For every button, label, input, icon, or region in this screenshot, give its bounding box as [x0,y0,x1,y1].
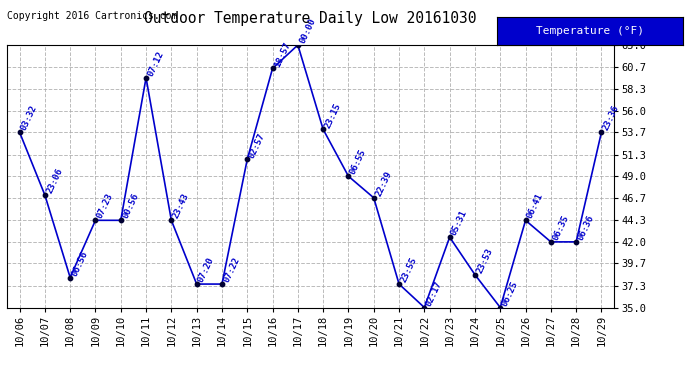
Point [495,304,506,310]
Text: 05:31: 05:31 [450,209,469,237]
Text: 06:56: 06:56 [70,249,90,278]
Point [65,274,76,280]
Text: 02:57: 02:57 [247,131,267,159]
Text: 07:23: 07:23 [95,192,115,220]
Point [393,281,404,287]
Point [545,239,556,245]
Text: 07:12: 07:12 [146,50,166,78]
Point [141,75,152,81]
Point [368,195,380,201]
Point [571,239,582,245]
Point [39,192,50,198]
Point [520,217,531,223]
Text: 22:39: 22:39 [374,170,393,198]
Text: 00:00: 00:00 [298,17,317,45]
Point [217,281,228,287]
Point [90,217,101,223]
Point [419,304,430,310]
Text: 02:17: 02:17 [424,279,444,308]
Text: Copyright 2016 Cartronics.com: Copyright 2016 Cartronics.com [7,11,177,21]
Text: 18:57: 18:57 [273,40,292,69]
Text: 06:36: 06:36 [576,214,595,242]
Point [241,156,253,162]
Text: 07:22: 07:22 [222,256,242,284]
Text: Outdoor Temperature Daily Low 20161030: Outdoor Temperature Daily Low 20161030 [144,11,477,26]
Text: Temperature (°F): Temperature (°F) [536,26,644,36]
Text: 06:25: 06:25 [500,279,520,308]
Point [115,217,126,223]
Text: 00:56: 00:56 [121,192,140,220]
Text: 03:32: 03:32 [19,104,39,132]
Text: 23:53: 23:53 [475,246,495,274]
Point [343,173,354,179]
Text: 06:41: 06:41 [526,192,545,220]
Point [166,217,177,223]
Text: 07:20: 07:20 [197,256,216,284]
Point [317,126,328,132]
Text: 23:55: 23:55 [399,256,419,284]
Point [293,42,304,48]
Point [14,129,25,135]
Text: 23:06: 23:06 [45,167,64,195]
Text: 23:43: 23:43 [171,192,191,220]
Point [444,234,455,240]
Text: 23:15: 23:15 [323,101,343,129]
Point [596,129,607,135]
Text: 06:55: 06:55 [348,148,368,176]
Point [191,281,202,287]
Point [469,272,480,278]
Point [267,66,278,72]
Text: 23:36: 23:36 [602,104,621,132]
Text: 06:35: 06:35 [551,214,571,242]
